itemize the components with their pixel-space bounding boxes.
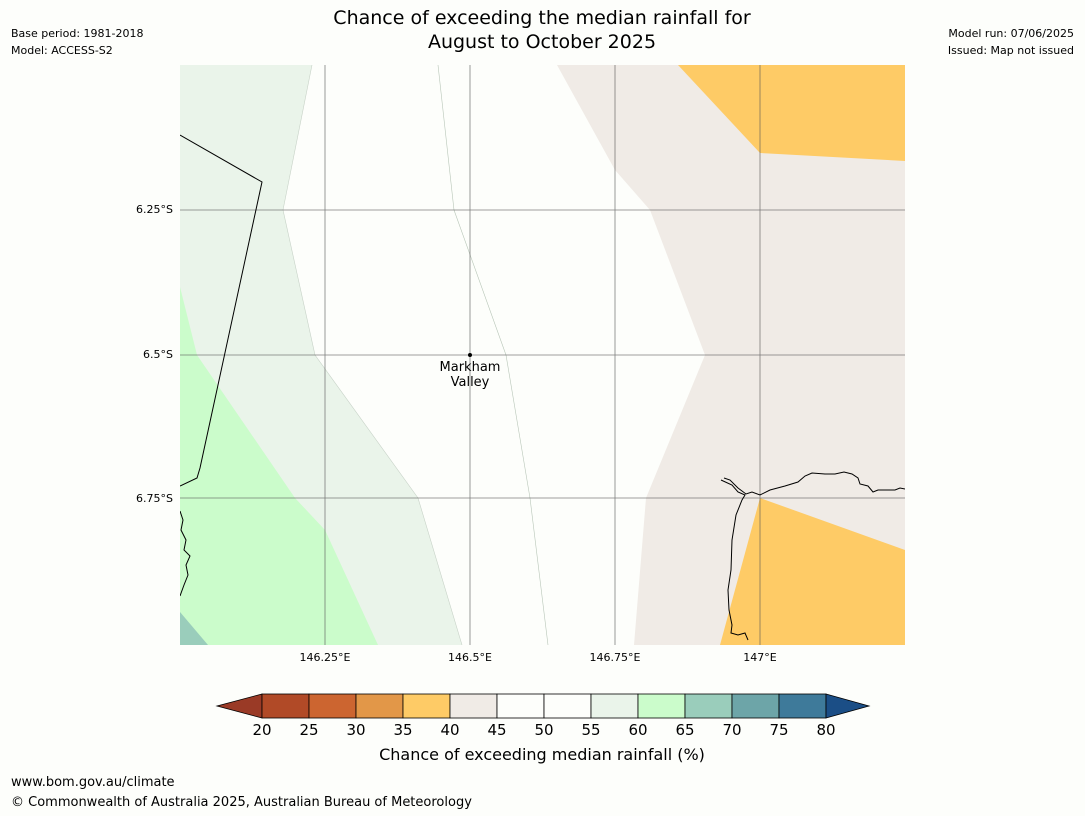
region-60-65 [180,287,378,645]
colorbar-segment [731,693,780,719]
colorbar-tick-label: 70 [722,721,741,739]
region-35-40-north [678,65,905,161]
location-name-line-2: Valley [450,375,490,390]
colorbar-tick-label: 20 [252,721,271,739]
colorbar-segment [496,693,545,719]
colorbar-segment [684,693,733,719]
colorbar-tick-label: 80 [816,721,835,739]
lat-tick-label: 6.25°S [136,203,173,216]
location-name-line-1: Markham [439,360,501,375]
title-line-1: Chance of exceeding the median rainfall … [333,7,751,29]
footer-copyright: © Commonwealth of Australia 2025, Austra… [11,795,472,810]
colorbar-tick-label: 60 [628,721,647,739]
colorbar-tick-label: 35 [393,721,412,739]
colorbar-segment [261,693,310,719]
coastline [720,479,749,641]
region-35-40-south [720,498,905,645]
lat-tick-label: 6.5°S [143,348,173,361]
coastline [180,510,191,597]
lon-tick-label: 146.75°E [589,651,641,664]
colorbar-segment [778,693,827,719]
colorbar-tick-label: 30 [346,721,365,739]
location-label: Markham Valley [420,360,520,390]
colorbar-tick-label: 65 [675,721,694,739]
lon-tick-label: 146.25°E [299,651,351,664]
colorbar-label: Chance of exceeding median rainfall (%) [379,745,705,764]
colorbar-tick-label: 50 [534,721,553,739]
colorbar-extend-low [215,693,263,719]
map-title: Chance of exceeding the median rainfall … [242,6,842,54]
colorbar-tick-label: 25 [299,721,318,739]
colorbar-segment [402,693,451,719]
colorbar-tick-label: 45 [487,721,506,739]
colorbar-segment [637,693,686,719]
colorbar-segment [590,693,639,719]
colorbar-tick-label: 75 [769,721,788,739]
colorbar-segment [355,693,404,719]
map-plot-area [180,65,905,645]
colorbar-segment [543,693,592,719]
border-line [180,134,263,487]
header-meta-right: Model run: 07/06/2025 Issued: Map not is… [948,25,1074,59]
header-meta-left: Base period: 1981-2018 Model: ACCESS-S2 [11,25,143,59]
base-period: Base period: 1981-2018 [11,27,144,40]
colorbar-tick-label: 40 [440,721,459,739]
colorbar-extend-high [825,693,871,719]
lat-tick-label: 6.75°S [136,492,173,505]
issued-status: Issued: Map not issued [947,44,1074,57]
location-marker [468,353,472,357]
lon-tick-label: 146.5°E [448,651,492,664]
colorbar-segment [308,693,357,719]
model-name: Model: ACCESS-S2 [11,44,113,57]
lon-tick-label: 147°E [743,651,777,664]
region-65-70 [180,612,208,645]
colorbar-tick-label: 55 [581,721,600,739]
footer-url[interactable]: www.bom.gov.au/climate [11,775,175,790]
coastline [723,471,905,496]
colorbar-segment [449,693,498,719]
model-run: Model run: 07/06/2025 [948,27,1074,40]
title-line-2: August to October 2025 [427,31,657,53]
